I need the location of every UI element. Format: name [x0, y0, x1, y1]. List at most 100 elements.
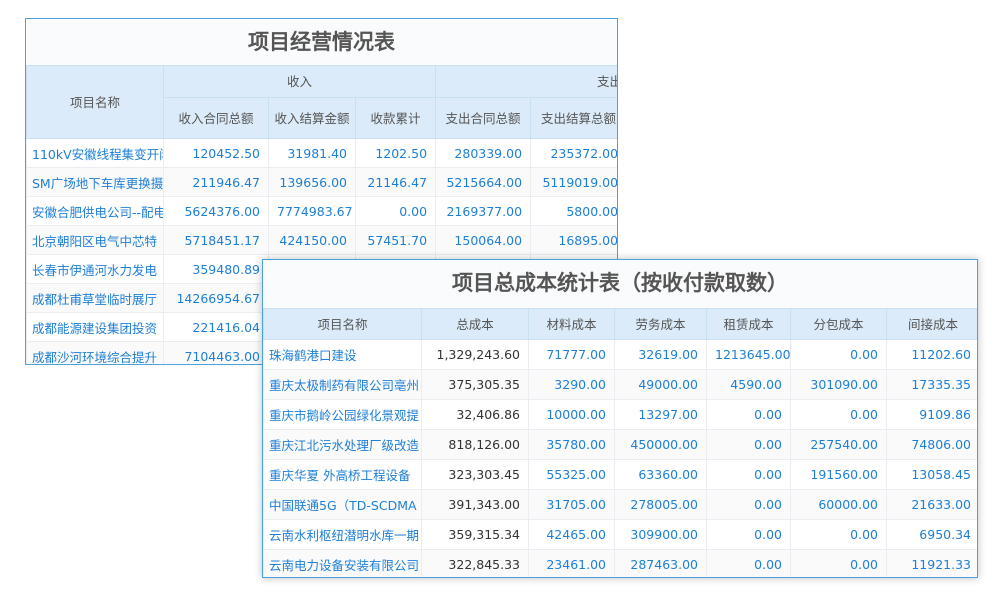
- cell: 257540.00: [790, 429, 887, 460]
- cell: 221416.04: [163, 312, 269, 342]
- col-header-4: 支出结算总额: [530, 97, 617, 139]
- table-row: 重庆太极制药有限公司亳州 375,305.35 3290.00 49000.00 459…: [263, 369, 977, 400]
- cell: 5119019.00: [530, 167, 617, 197]
- cell: 9109.86: [886, 399, 977, 430]
- cell: 301090.00: [790, 369, 887, 400]
- table-row: 云南水利枢纽潜明水库一期 359,315.34 42465.00 309900.00 0…: [263, 519, 977, 550]
- project-name-link[interactable]: 110kV安徽线程集变开闭: [26, 138, 164, 168]
- project-name-link[interactable]: 成都沙河环境综合提升: [26, 341, 164, 364]
- cell: 359,315.34: [421, 519, 529, 550]
- cell: 60000.00: [790, 489, 887, 520]
- project-name-link[interactable]: SM广场地下车库更换摄: [26, 167, 164, 197]
- cell: 13297.00: [614, 399, 707, 430]
- project-name-link[interactable]: 安徽合肥供电公司--配电: [26, 196, 164, 226]
- col-header-4: 租赁成本: [706, 308, 791, 340]
- col-header-0: 项目名称: [263, 308, 422, 340]
- cell: 17335.35: [886, 369, 977, 400]
- cell: 211946.47: [163, 167, 269, 197]
- cell: 3290.00: [528, 369, 615, 400]
- cell: 322,845.33: [421, 549, 529, 577]
- col-header-6: 间接成本: [886, 308, 977, 340]
- table-row: 重庆市鹅岭公园绿化景观提 32,406.86 10000.00 13297.00 0.0…: [263, 399, 977, 430]
- cell: 0.00: [706, 489, 791, 520]
- cell: 309900.00: [614, 519, 707, 550]
- cell: 0.00: [706, 519, 791, 550]
- cell: 11202.60: [886, 339, 977, 370]
- project-name-link[interactable]: 云南水利枢纽潜明水库一期: [263, 519, 422, 550]
- cell: 0.00: [790, 399, 887, 430]
- cell: 391,343.00: [421, 489, 529, 520]
- project-name-link[interactable]: 重庆华夏 外高桥工程设备: [263, 459, 422, 490]
- table-row: 珠海鹤港口建设 1,329,243.60 71777.00 32619.00 12136…: [263, 339, 977, 370]
- cell: 1,329,243.60: [421, 339, 529, 370]
- cell: 42465.00: [528, 519, 615, 550]
- col-header-1: 收入结算金额: [268, 97, 356, 139]
- cell: 0.00: [790, 549, 887, 577]
- cell: 21633.00: [886, 489, 977, 520]
- cell: 120452.50: [163, 138, 269, 168]
- cell: 71777.00: [528, 339, 615, 370]
- total-cost-table: 项目名称 总成本 材料成本 劳务成本 租赁成本 分包成本 间接成本 珠海鹤港口建设 1,329…: [263, 308, 977, 577]
- project-name-link[interactable]: 中国联通5G（TD-SCDMA: [263, 489, 422, 520]
- table-row: SM广场地下车库更换摄 211946.47 139656.00 21146.47 521…: [26, 167, 617, 197]
- cell: 7104463.00: [163, 341, 269, 364]
- cell: 5624376.00: [163, 196, 269, 226]
- cell: 57451.70: [354, 225, 437, 255]
- cell: 32,406.86: [421, 399, 529, 430]
- project-name-link[interactable]: 珠海鹤港口建设: [263, 339, 422, 370]
- cell: 31705.00: [528, 489, 615, 520]
- cell: 1213645.00: [706, 339, 791, 370]
- col-header-3: 劳务成本: [614, 308, 707, 340]
- cell: 287463.00: [614, 549, 707, 577]
- cell: 31981.40: [268, 138, 356, 168]
- cell: 0.00: [706, 459, 791, 490]
- cell: 0.00: [790, 339, 887, 370]
- cell: 32619.00: [614, 339, 707, 370]
- cell: 4590.00: [706, 369, 791, 400]
- cell: 0.00: [354, 196, 437, 226]
- cell: 2169377.00: [435, 196, 532, 226]
- table-row: 重庆华夏 外高桥工程设备 323,303.45 55325.00 63360.00 0.…: [263, 459, 977, 490]
- cell: 63360.00: [614, 459, 707, 490]
- table1-title: 项目经营情况表: [26, 19, 617, 65]
- cell: 323,303.45: [421, 459, 529, 490]
- table-row: 北京朝阳区电气中芯特 5718451.17 424150.00 57451.70 150…: [26, 225, 617, 255]
- cell: 375,305.35: [421, 369, 529, 400]
- project-name-link[interactable]: 北京朝阳区电气中芯特: [26, 225, 164, 255]
- col-group-expense: 支出: [435, 65, 617, 98]
- cell: 10000.00: [528, 399, 615, 430]
- col-group-income: 收入: [162, 65, 437, 98]
- project-name-link[interactable]: 云南电力设备安装有限公司: [263, 549, 422, 577]
- project-name-link[interactable]: 重庆太极制药有限公司亳州: [263, 369, 422, 400]
- cell: 14266954.67: [163, 283, 269, 313]
- cell: 0.00: [706, 429, 791, 460]
- col-header-name: 项目名称: [26, 65, 164, 139]
- cell: 6950.34: [886, 519, 977, 550]
- project-name-link[interactable]: 成都杜甫草堂临时展厅: [26, 283, 164, 313]
- cell: 150064.00: [435, 225, 532, 255]
- cell: 1202.50: [354, 138, 437, 168]
- project-name-link[interactable]: 成都能源建设集团投资: [26, 312, 164, 342]
- cell: 278005.00: [614, 489, 707, 520]
- table-row: 安徽合肥供电公司--配电 5624376.00 7774983.67 0.00 2169…: [26, 196, 617, 226]
- cell: 49000.00: [614, 369, 707, 400]
- cell: 16895.00: [530, 225, 617, 255]
- col-header-5: 分包成本: [790, 308, 887, 340]
- table-row: 重庆江北污水处理厂级改造 818,126.00 35780.00 450000.00 0…: [263, 429, 977, 460]
- project-name-link[interactable]: 长春市伊通河水力发电: [26, 254, 164, 284]
- cell: 359480.89: [163, 254, 269, 284]
- table-row: 云南电力设备安装有限公司 322,845.33 23461.00 287463.00 0…: [263, 549, 977, 577]
- cell: 74806.00: [886, 429, 977, 460]
- cell: 5718451.17: [163, 225, 269, 255]
- project-name-link[interactable]: 重庆江北污水处理厂级改造: [263, 429, 422, 460]
- table-row: 中国联通5G（TD-SCDMA 391,343.00 31705.00 278005.…: [263, 489, 977, 520]
- cell: 35780.00: [528, 429, 615, 460]
- cell: 0.00: [790, 519, 887, 550]
- total-cost-panel: 项目总成本统计表（按收付款取数） 项目名称 总成本 材料成本 劳务成本 租赁成本 分包成本…: [262, 259, 978, 578]
- cell: 280339.00: [435, 138, 532, 168]
- project-name-link[interactable]: 重庆市鹅岭公园绿化景观提: [263, 399, 422, 430]
- cell: 23461.00: [528, 549, 615, 577]
- cell: 0.00: [706, 399, 791, 430]
- cell: 450000.00: [614, 429, 707, 460]
- cell: 13058.45: [886, 459, 977, 490]
